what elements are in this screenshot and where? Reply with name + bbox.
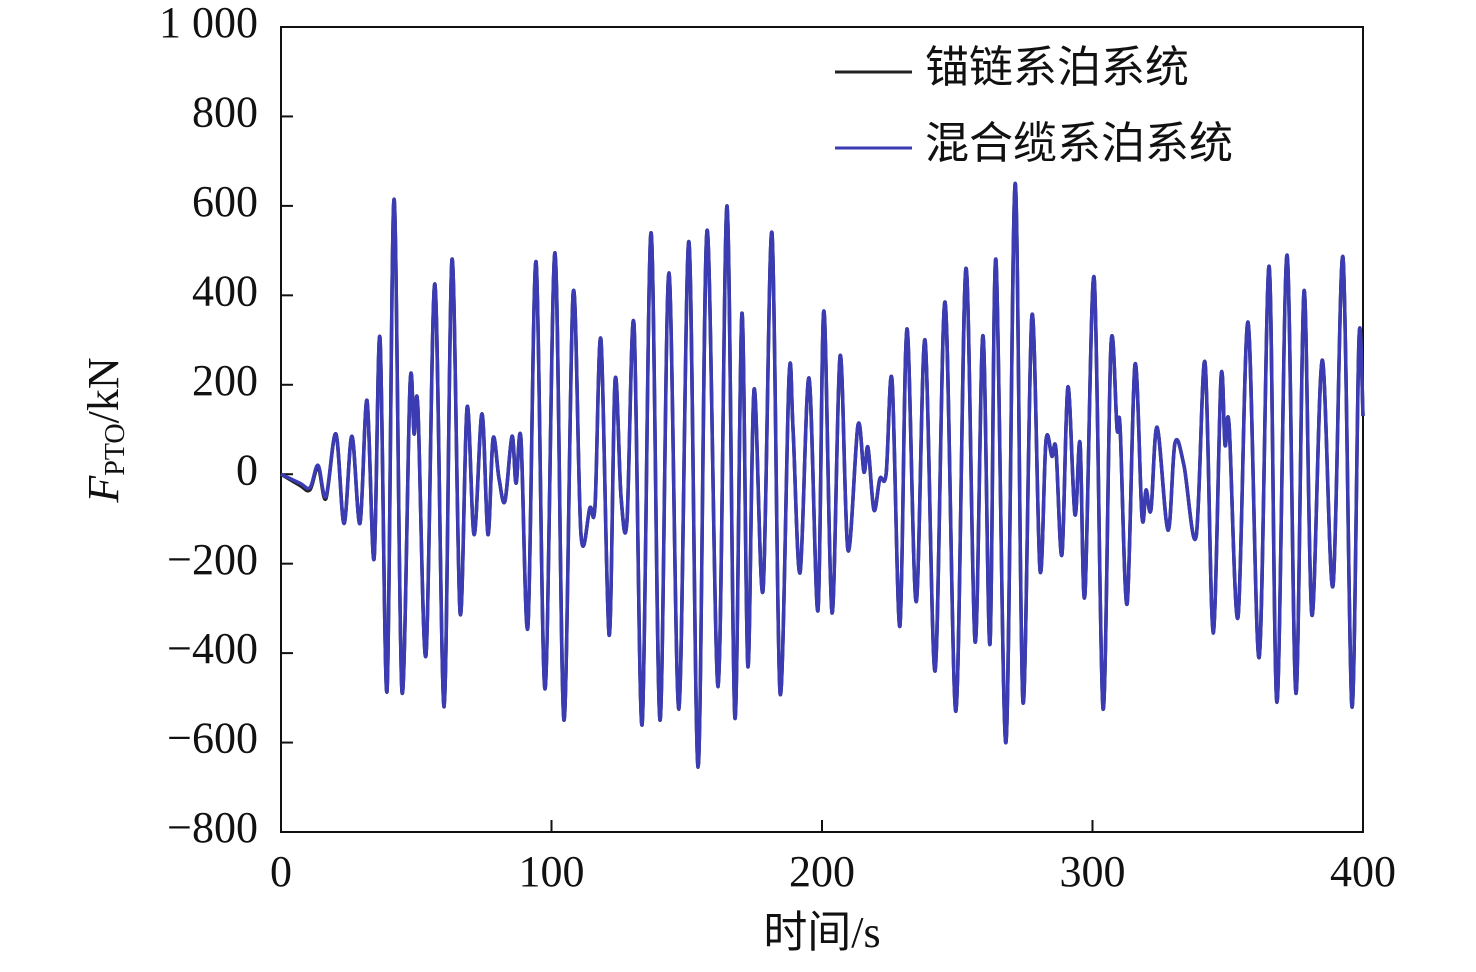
y-tick-label: 800 — [192, 88, 258, 137]
y-label-unit: /kN — [79, 357, 128, 423]
y-tick-label: 1 000 — [159, 0, 258, 47]
y-axis-label: FPTO/kN — [79, 357, 131, 503]
x-tick-label: 400 — [1330, 847, 1396, 896]
y-tick-label: 0 — [236, 445, 258, 494]
y-tick-label: 600 — [192, 177, 258, 226]
y-label-subscript: PTO — [100, 423, 131, 475]
x-axis-label: 时间/s — [763, 908, 880, 957]
x-tick-label: 200 — [789, 847, 855, 896]
y-tick-label: 200 — [192, 356, 258, 405]
y-tick-label: −200 — [167, 535, 258, 584]
series-line — [280, 181, 1365, 769]
x-tick-label: 100 — [519, 847, 585, 896]
x-tick-label: 0 — [270, 847, 292, 896]
x-tick-label: 300 — [1060, 847, 1126, 896]
y-tick-label: 400 — [192, 266, 258, 315]
y-tick-label: −400 — [167, 624, 258, 673]
legend-label: 混合缆系泊系统 — [925, 119, 1233, 168]
y-label-symbol: F — [79, 475, 128, 504]
y-tick-label: −800 — [167, 803, 258, 852]
legend-label: 锚链系泊系统 — [925, 43, 1189, 92]
y-tick-label: −600 — [167, 714, 258, 763]
